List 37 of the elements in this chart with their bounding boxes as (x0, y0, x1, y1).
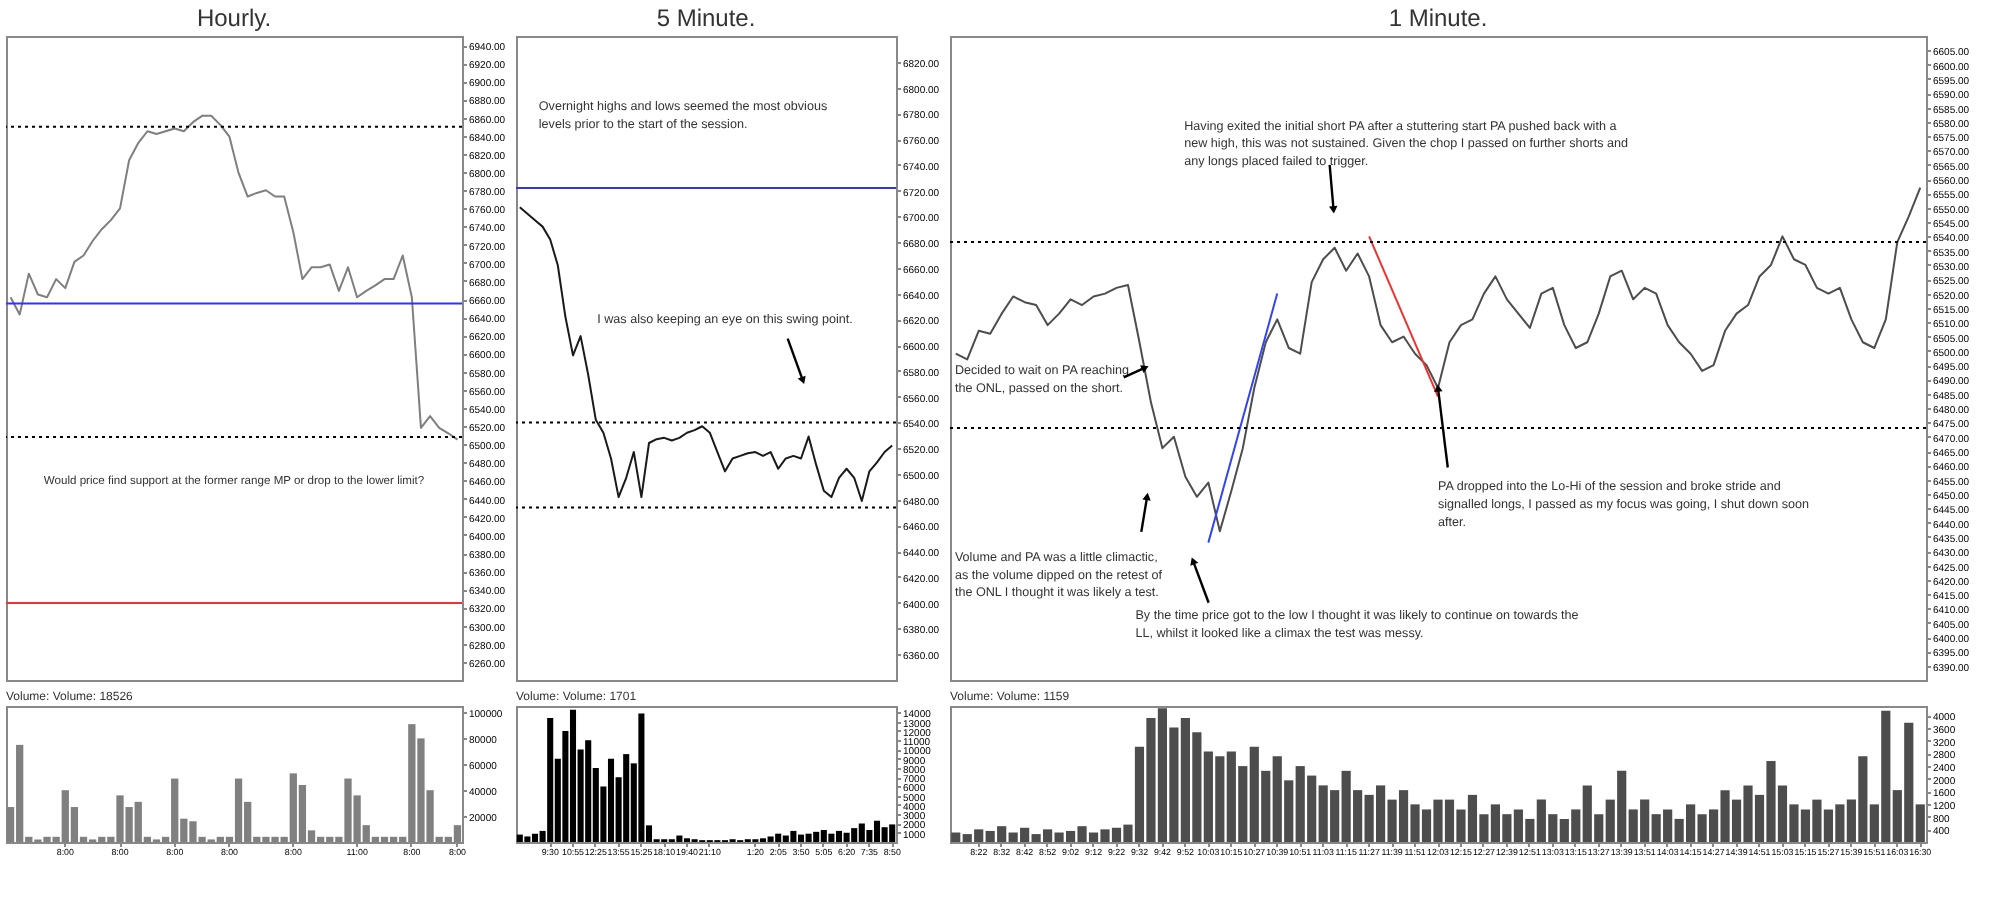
line-series (954, 186, 1922, 533)
bar (805, 833, 812, 842)
bar (775, 833, 782, 842)
bar (524, 836, 531, 842)
chart-title: 1 Minute. (1388, 4, 1488, 32)
bar (866, 829, 873, 842)
bar (453, 825, 462, 842)
bar (858, 823, 865, 842)
bar (881, 827, 888, 842)
bar (797, 834, 805, 842)
bar (782, 835, 789, 842)
bar (380, 836, 389, 842)
bar (569, 709, 577, 842)
bar (828, 833, 835, 842)
bar (790, 830, 797, 842)
bar (547, 718, 554, 842)
line-series (518, 206, 894, 502)
chart-title: Hourly. (196, 4, 272, 32)
bar (767, 836, 774, 842)
bar (873, 820, 881, 842)
bar (234, 778, 243, 842)
bar (531, 833, 539, 842)
bar (316, 836, 325, 842)
chart-title: 5 Minute. (656, 4, 756, 32)
bar (638, 713, 645, 842)
bar (851, 828, 858, 842)
bar (843, 832, 850, 842)
bar (516, 834, 523, 842)
bar (676, 835, 683, 842)
bar (607, 758, 615, 842)
bar (813, 831, 820, 842)
bar (889, 824, 896, 842)
bar (835, 830, 843, 842)
bar (585, 740, 592, 842)
bar (623, 754, 630, 842)
bar (389, 836, 398, 842)
bar (820, 829, 827, 842)
